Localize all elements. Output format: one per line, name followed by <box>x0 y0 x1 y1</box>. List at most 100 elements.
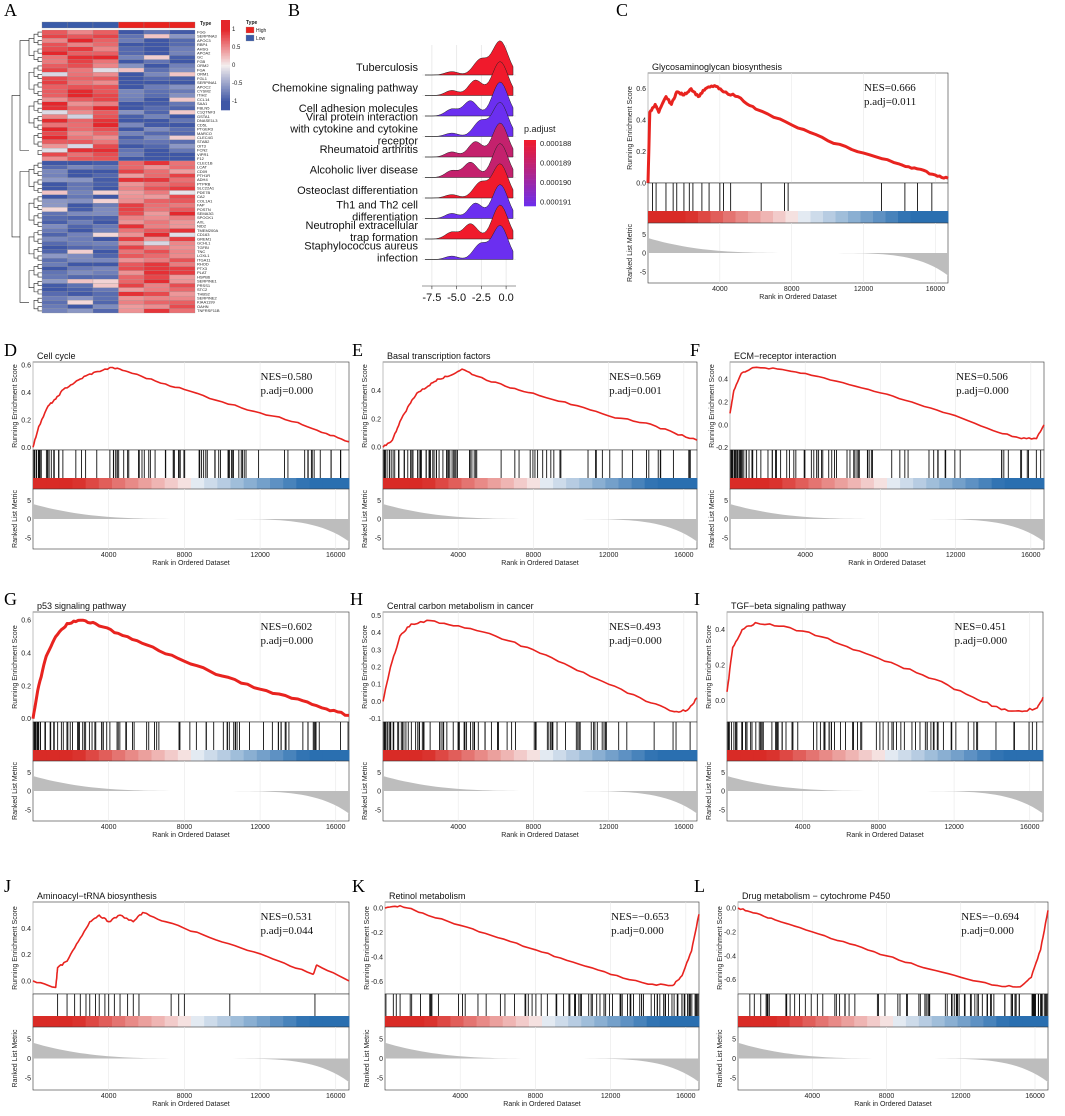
heatmap-cell <box>118 97 145 102</box>
heatmap-cell <box>118 169 145 174</box>
heatmap-cell <box>41 135 68 140</box>
dendrogram-branch <box>28 71 34 90</box>
heatmap-cell <box>41 89 68 94</box>
heatmap-cell <box>118 46 145 52</box>
heatmap-dendrogram <box>11 31 42 312</box>
heatmap-cell <box>67 50 94 56</box>
type-bar-cell <box>118 21 145 29</box>
heatmap-cell <box>67 236 94 242</box>
gene-label: CD09 <box>197 169 208 174</box>
heatmap-cell <box>143 169 170 174</box>
heatmap-cell <box>67 249 94 254</box>
rank-color-step <box>898 750 912 761</box>
rank-color-step <box>607 1016 621 1027</box>
heatmap-cell <box>169 194 196 200</box>
rank-color-step <box>918 1016 933 1027</box>
heatmap-cell <box>143 114 170 119</box>
rank-color-step <box>698 211 711 223</box>
x-tick-label: 8000 <box>177 824 193 831</box>
panel-letter-c: C <box>616 0 628 20</box>
es-y-tick-label: 0.2 <box>371 416 381 423</box>
dendrogram-branch <box>33 164 38 174</box>
gene-label: FAP <box>197 203 205 208</box>
heatmap-cell <box>169 266 196 271</box>
rank-color-step <box>935 211 949 223</box>
heatmap-cell <box>41 156 68 162</box>
rank-color-step <box>806 750 820 761</box>
rank-color-step <box>808 478 822 489</box>
heatmap-cell <box>143 241 170 246</box>
x-tick-label: 8000 <box>879 1093 895 1100</box>
es-y-tick-label: 0.0 <box>373 906 383 913</box>
es-curve <box>646 84 949 184</box>
heatmap-cell <box>143 215 170 221</box>
type-legend-title: Type <box>246 20 258 26</box>
heatmap-cell <box>41 300 68 305</box>
nes-value: NES=−0.653 <box>611 911 669 923</box>
rank-color-step <box>633 1016 648 1027</box>
rank-color-step <box>893 1016 907 1027</box>
dendrogram-branch <box>37 306 42 312</box>
rank-y-tick-label: -5 <box>377 1076 383 1083</box>
heatmap-cell <box>118 173 145 178</box>
rank-color-step <box>723 211 736 223</box>
rank-y-tick-label: 5 <box>27 1036 31 1043</box>
rank-color-step <box>873 211 886 223</box>
es-frame <box>384 901 700 995</box>
heatmap-cell <box>67 110 94 115</box>
heatmap-cell <box>143 34 170 39</box>
dendrogram-branch <box>37 65 42 71</box>
heatmap-cell <box>67 228 94 233</box>
es-y-tick-label: 0.4 <box>718 377 728 384</box>
heatmap-cell <box>169 245 196 250</box>
heatmap-cell <box>92 76 119 81</box>
scale-step <box>221 20 230 22</box>
heatmap-cell <box>169 169 196 174</box>
heatmap-cell <box>169 89 196 94</box>
heatmap-cell <box>92 190 119 195</box>
heatmap-cell <box>67 97 94 102</box>
padj-value: p.adj=0.000 <box>956 385 1009 397</box>
ridge-density <box>424 143 514 178</box>
scale-step <box>221 63 230 66</box>
heatmap-cell <box>41 304 68 309</box>
dendrogram-branch <box>37 171 42 177</box>
heatmap-cell <box>143 304 170 309</box>
rank-color-step <box>528 1016 543 1027</box>
heatmap-cell <box>92 177 119 183</box>
rank-color-step <box>1035 1016 1049 1027</box>
rank-color-step <box>965 478 979 489</box>
gene-label: PTX3 <box>197 266 208 271</box>
es-curve <box>729 366 1045 440</box>
ridge-legend-step <box>524 154 536 157</box>
gene-label: GC <box>197 55 203 60</box>
gene-label: OAHN <box>197 304 209 309</box>
heatmap-cell <box>67 291 94 297</box>
heatmap-cell <box>41 291 68 297</box>
heatmap-cell <box>118 291 145 297</box>
heatmap-cell <box>169 67 196 73</box>
rank-color-step <box>990 750 1004 761</box>
es-y-tick-label: 0.4 <box>21 651 31 658</box>
heatmap-cell <box>143 245 170 250</box>
heatmap-cell <box>41 279 68 284</box>
gene-label: LOXL1 <box>197 253 210 258</box>
heatmap-cell <box>92 295 119 301</box>
gene-label: FGG <box>197 29 206 34</box>
heatmap-cell <box>41 186 68 191</box>
heatmap-cell <box>92 308 119 314</box>
rank-color-step <box>594 1016 608 1027</box>
heatmap-cell <box>92 232 119 238</box>
heatmap-cell <box>67 241 94 246</box>
rank-color-step <box>905 1016 920 1027</box>
heatmap-cell <box>118 101 145 107</box>
heatmap-cell <box>143 266 170 271</box>
rank-color-step <box>924 750 939 761</box>
heatmap-cell <box>143 59 170 64</box>
rank-color-step <box>474 478 489 489</box>
rank-y-axis-label: Ranked List Metric <box>717 1029 724 1087</box>
heatmap-cell <box>143 101 170 107</box>
rank-color-step <box>396 478 410 489</box>
rank-color-step <box>1022 1016 1036 1027</box>
es-y-axis-label: Running Enrichment Score <box>709 364 716 448</box>
